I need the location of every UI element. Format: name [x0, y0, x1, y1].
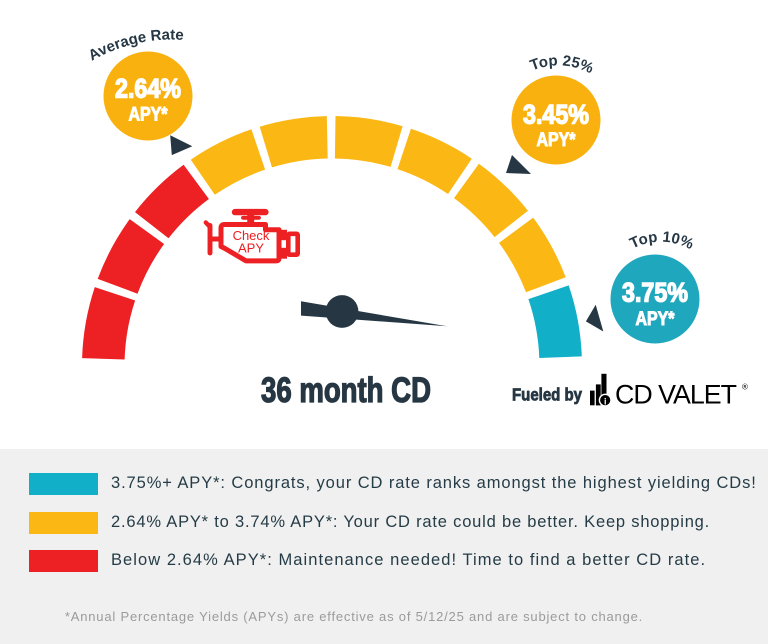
- svg-text:APY*: APY*: [537, 130, 577, 151]
- svg-text:Fueled by: Fueled by: [512, 385, 582, 405]
- svg-text:2.64%: 2.64%: [115, 74, 181, 104]
- svg-text:CD VALET: CD VALET: [615, 380, 737, 410]
- svg-text:3.45%: 3.45%: [523, 100, 589, 130]
- svg-text:i: i: [604, 396, 607, 406]
- svg-text:APY: APY: [238, 241, 264, 256]
- svg-text:Check: Check: [233, 228, 270, 243]
- svg-text:APY*: APY*: [129, 105, 169, 126]
- svg-text:Top 10%: Top 10%: [627, 229, 696, 253]
- svg-text:36 month CD: 36 month CD: [261, 371, 431, 410]
- svg-text:3.75%: 3.75%: [622, 278, 688, 308]
- svg-text:Top 25%: Top 25%: [528, 52, 596, 77]
- svg-text:APY*: APY*: [636, 309, 676, 330]
- svg-text:®: ®: [742, 383, 748, 392]
